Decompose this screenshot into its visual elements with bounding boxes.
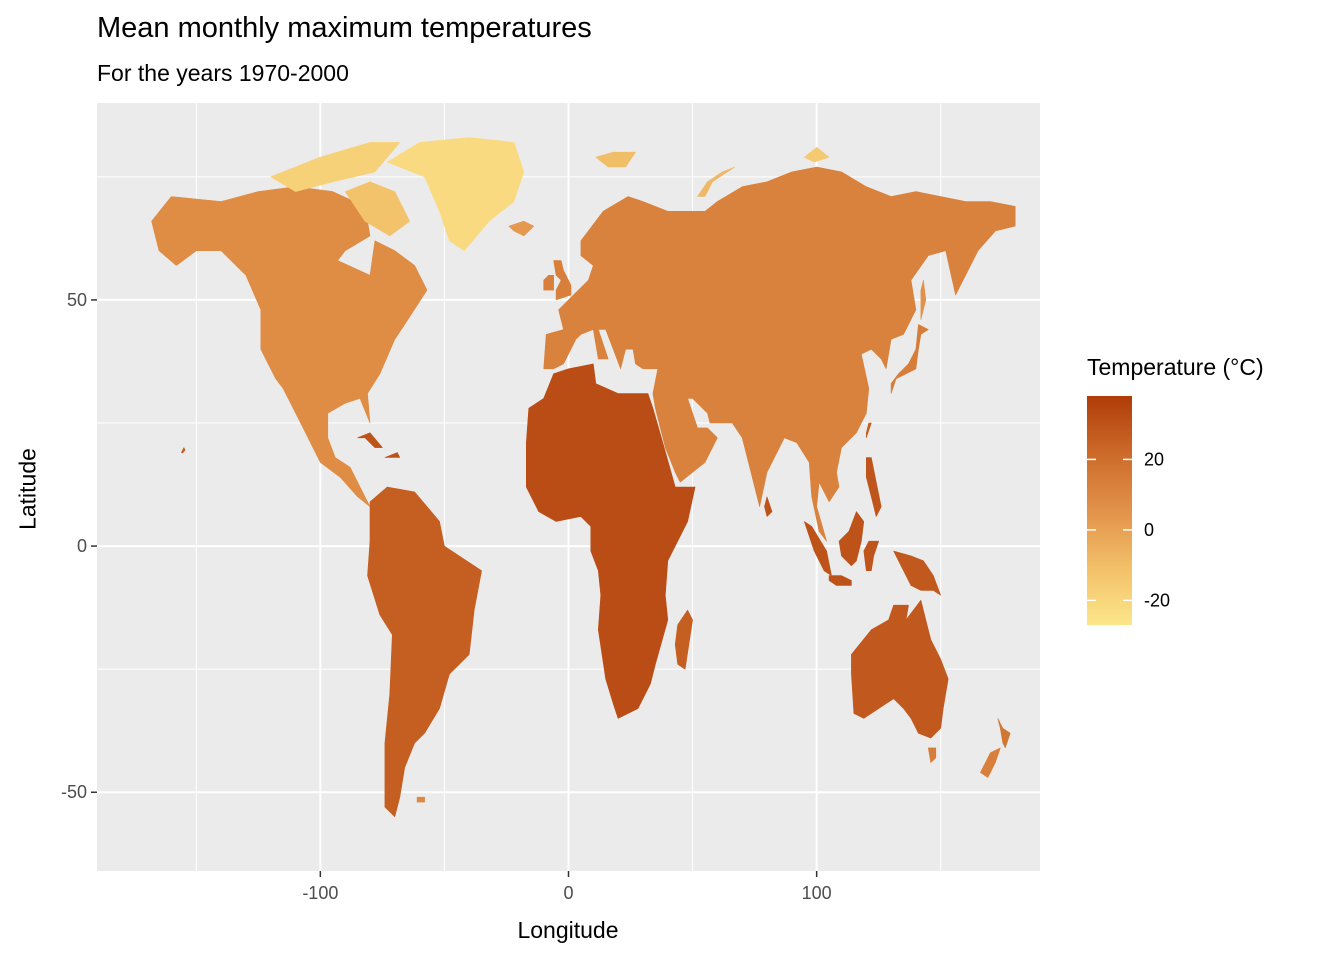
- legend-tick-label: 20: [1144, 449, 1164, 469]
- region-novaya-zemlya: [697, 166, 736, 197]
- region-great-britain: [553, 260, 572, 301]
- legend-title: Temperature (°C): [1087, 354, 1264, 380]
- region-japan: [890, 324, 929, 394]
- region-australia: [851, 599, 949, 739]
- region-ireland: [543, 274, 554, 291]
- axes: -100 0 100 -50 0 50: [61, 290, 832, 903]
- legend-colorbar: [1087, 396, 1132, 625]
- chart-title: Mean monthly maximum temperatures: [97, 12, 592, 44]
- region-north-america: [151, 186, 428, 508]
- chart-subtitle: For the years 1970-2000: [97, 60, 349, 86]
- y-axis-tick-label: 50: [67, 290, 87, 310]
- region-south-america: [367, 486, 482, 818]
- region-cuba: [357, 432, 383, 448]
- region-new-zealand-north: [997, 718, 1011, 749]
- region-java: [828, 575, 852, 586]
- region-falklands: [416, 796, 425, 803]
- region-new-zealand-south: [980, 747, 1001, 778]
- region-philippines: [865, 457, 882, 517]
- y-axis-label: Latitude: [14, 448, 41, 530]
- y-axis-tick-label: -50: [61, 782, 87, 802]
- legend-tick-label: 0: [1144, 520, 1154, 540]
- region-baffin-island: [344, 181, 411, 237]
- x-axis-tick-label: -100: [302, 883, 338, 903]
- region-iceland: [508, 220, 535, 237]
- legend-ticks: -20 0 20: [1087, 449, 1170, 610]
- region-eurasia: [543, 166, 1016, 542]
- legend-tick-label: -20: [1144, 590, 1170, 610]
- region-sri-lanka: [764, 496, 773, 517]
- region-sakhalin: [920, 279, 927, 320]
- region-svalbard: [595, 151, 636, 168]
- region-taiwan: [865, 422, 872, 439]
- region-africa: [525, 363, 696, 719]
- region-tasmania: [927, 747, 937, 764]
- region-borneo: [838, 511, 865, 567]
- x-axis-label: Longitude: [517, 917, 619, 943]
- region-severnaya-zemlya: [803, 147, 830, 163]
- y-axis-tick-label: 0: [77, 536, 87, 556]
- region-hawaii: [181, 447, 186, 454]
- region-hispaniola: [384, 452, 401, 458]
- region-sulawesi: [863, 540, 880, 572]
- region-canadian-arctic: [270, 142, 401, 192]
- region-greenland: [386, 137, 525, 251]
- region-new-guinea: [893, 550, 942, 596]
- x-axis-tick-label: 0: [563, 883, 573, 903]
- x-axis-tick-label: 100: [802, 883, 832, 903]
- land-regions: [151, 137, 1016, 818]
- region-madagascar: [674, 609, 693, 670]
